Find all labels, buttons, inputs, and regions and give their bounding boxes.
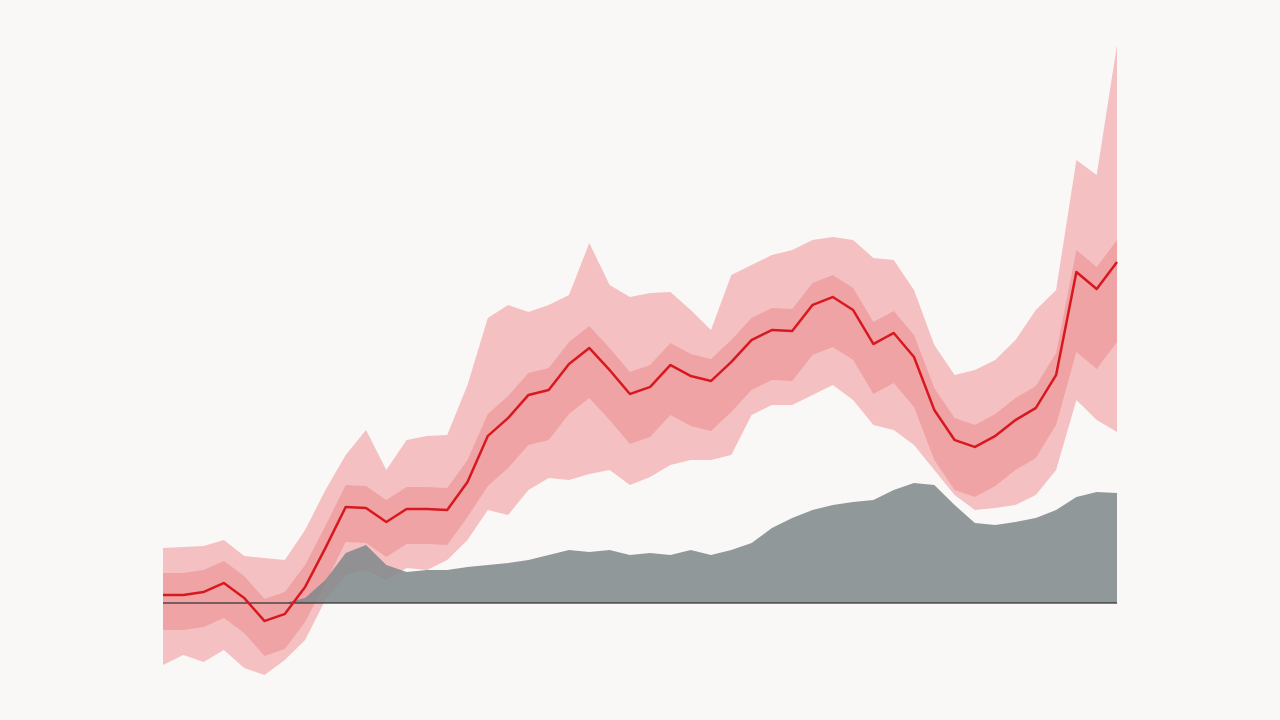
band bbox=[163, 240, 1117, 656]
area bbox=[163, 483, 1117, 603]
series-line bbox=[163, 261, 1118, 623]
